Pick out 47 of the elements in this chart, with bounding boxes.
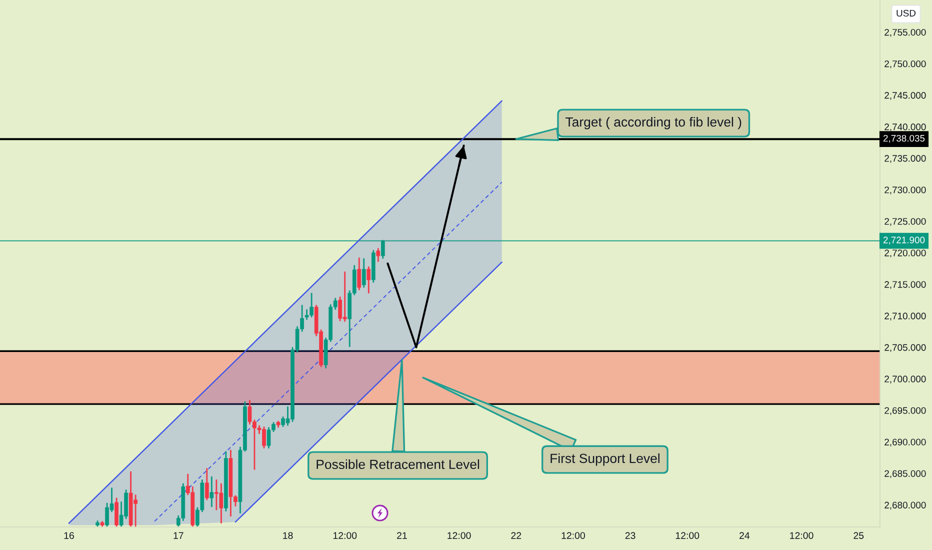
annotation: Target ( according to fib level ) [566, 116, 742, 130]
x-tick-label: 21 [397, 532, 407, 539]
y-tick-label: 2,695.000 [884, 407, 926, 416]
candlestick [376, 248, 380, 262]
candlestick [96, 520, 100, 527]
x-tick-label: 16 [64, 532, 74, 539]
y-tick-label: 2,730.000 [884, 186, 926, 194]
x-tick-label: 12:00 [676, 532, 700, 539]
annotation: Possible Retracement Level [316, 459, 480, 470]
candlestick [366, 266, 371, 294]
x-tick-label: 12:00 [790, 532, 814, 539]
y-tick-label: 2,710.000 [884, 312, 926, 320]
candlestick [210, 476, 214, 508]
y-tick-label: 2,745.000 [884, 92, 926, 100]
y-tick-label: 2,700.000 [884, 376, 926, 384]
y-tick-label: 2,720.000 [884, 250, 926, 258]
y-tick-label: 2,690.000 [884, 438, 926, 447]
x-tick-label: 12:00 [448, 532, 471, 539]
y-tick-label: 2,740.000 [884, 124, 926, 132]
candlestick [362, 258, 366, 288]
candlestick [224, 451, 228, 512]
band-label: First Support Level [550, 453, 660, 466]
y-tick-label: 2,735.000 [884, 155, 926, 163]
x-tick-label: 22 [511, 532, 522, 539]
y-tick-label: 2,755.000 [884, 28, 926, 37]
x-tick-label: 25 [854, 532, 864, 539]
y-tick-label: 2,680.000 [884, 502, 926, 510]
y-tick-label: 2,685.000 [884, 470, 926, 478]
ref-line-label: 2,721.900 [883, 236, 925, 244]
y-tick-label: 2,750.000 [884, 60, 926, 68]
x-tick-label: 12:00 [333, 532, 357, 539]
candlestick [114, 498, 118, 527]
x-tick-label: 24 [740, 532, 750, 539]
ref-line-label: 2,738.035 [883, 134, 925, 143]
y-axis-title: USD [896, 10, 916, 17]
x-tick-label: 18 [283, 532, 293, 539]
x-tick-label: 12:00 [562, 532, 585, 539]
y-tick-label: 2,715.000 [884, 281, 926, 289]
x-tick-label: 23 [625, 532, 636, 539]
candlestick [357, 258, 362, 290]
candlestick [371, 250, 376, 283]
x-tick-label: 17 [174, 532, 184, 539]
candlestick [276, 420, 280, 428]
y-tick-label: 2,705.000 [884, 344, 926, 352]
candlestick [204, 468, 209, 500]
y-tick-label: 2,725.000 [884, 218, 926, 226]
candlestick [100, 521, 104, 527]
